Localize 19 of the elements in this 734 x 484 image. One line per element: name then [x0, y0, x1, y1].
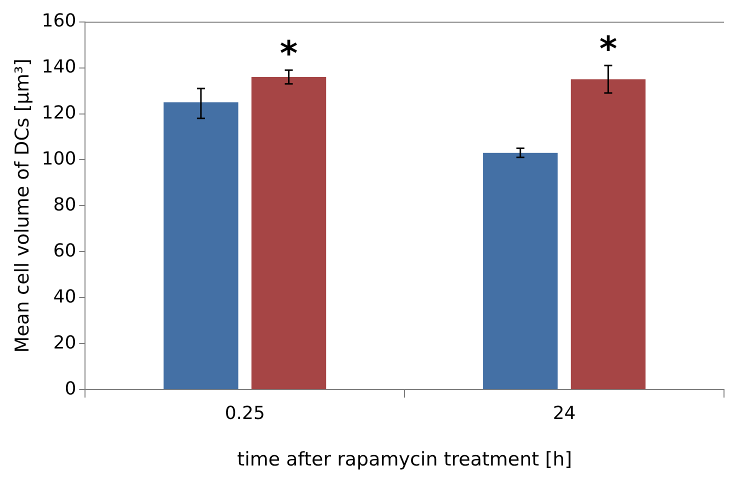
- annotation: *: [599, 29, 618, 70]
- y-tick-label: 40: [53, 286, 76, 308]
- x-tick-label: 0.25: [224, 403, 265, 424]
- y-tick-label: 140: [42, 56, 76, 78]
- bar: [164, 102, 238, 390]
- bar: [251, 76, 326, 390]
- x-axis-title: time after rapamycin treatment [h]: [237, 448, 572, 471]
- y-tick-label: 120: [42, 102, 76, 124]
- y-tick-label: 0: [64, 378, 76, 400]
- y-tick-label: 20: [53, 332, 76, 354]
- annotation: *: [280, 34, 298, 74]
- y-tick-label: 80: [53, 194, 76, 216]
- bar: [570, 79, 646, 390]
- y-axis-title: Mean cell volume of DCs [µm³]: [11, 58, 34, 353]
- x-tick-label: 24: [552, 403, 576, 424]
- y-tick-label: 100: [42, 148, 76, 170]
- y-tick-label: 60: [53, 240, 76, 262]
- bar: [483, 152, 558, 390]
- y-tick-label: 160: [42, 10, 76, 32]
